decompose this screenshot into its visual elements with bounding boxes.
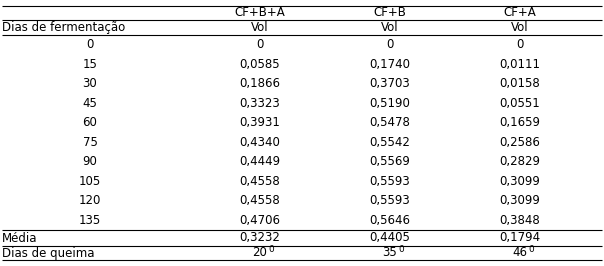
Text: 0,2586: 0,2586 bbox=[500, 136, 541, 149]
Text: 0: 0 bbox=[398, 244, 403, 253]
Text: 0,3848: 0,3848 bbox=[500, 214, 541, 227]
Text: 0,4706: 0,4706 bbox=[240, 214, 280, 227]
Text: 0,4449: 0,4449 bbox=[239, 155, 281, 168]
Text: 0,4340: 0,4340 bbox=[240, 136, 280, 149]
Text: 0,0158: 0,0158 bbox=[500, 77, 541, 90]
Text: 75: 75 bbox=[83, 136, 97, 149]
Text: 35: 35 bbox=[382, 247, 397, 260]
Text: 135: 135 bbox=[79, 214, 101, 227]
Text: 0,5646: 0,5646 bbox=[370, 214, 411, 227]
Text: 0: 0 bbox=[516, 38, 524, 51]
Text: 0,5569: 0,5569 bbox=[370, 155, 411, 168]
Text: 0,0585: 0,0585 bbox=[240, 58, 280, 71]
Text: 0,1740: 0,1740 bbox=[370, 58, 411, 71]
Text: 0,1866: 0,1866 bbox=[240, 77, 280, 90]
Text: 0,3703: 0,3703 bbox=[370, 77, 410, 90]
Text: 0: 0 bbox=[268, 244, 274, 253]
Text: 45: 45 bbox=[83, 97, 97, 110]
Text: 0,3931: 0,3931 bbox=[240, 116, 280, 129]
Text: 15: 15 bbox=[83, 58, 97, 71]
Text: Dias de queima: Dias de queima bbox=[2, 247, 94, 260]
Text: 105: 105 bbox=[79, 175, 101, 188]
Text: CF+A: CF+A bbox=[504, 6, 536, 19]
Text: 0,3323: 0,3323 bbox=[240, 97, 280, 110]
Text: 0,3099: 0,3099 bbox=[500, 175, 541, 188]
Text: 0: 0 bbox=[387, 38, 394, 51]
Text: 0: 0 bbox=[256, 38, 264, 51]
Text: 0: 0 bbox=[86, 38, 94, 51]
Text: 0,3232: 0,3232 bbox=[240, 231, 280, 244]
Text: 0,4558: 0,4558 bbox=[240, 194, 280, 207]
Text: Média: Média bbox=[2, 231, 37, 244]
Text: 0,4558: 0,4558 bbox=[240, 175, 280, 188]
Text: 46: 46 bbox=[513, 247, 527, 260]
Text: 0: 0 bbox=[528, 244, 533, 253]
Text: 0,5593: 0,5593 bbox=[370, 194, 410, 207]
Text: 0,5542: 0,5542 bbox=[370, 136, 411, 149]
Text: 0,5190: 0,5190 bbox=[370, 97, 411, 110]
Text: 60: 60 bbox=[83, 116, 97, 129]
Text: Vol: Vol bbox=[251, 21, 269, 34]
Text: Dias de fermentação: Dias de fermentação bbox=[2, 21, 125, 34]
Text: 0,1659: 0,1659 bbox=[500, 116, 541, 129]
Text: 20: 20 bbox=[252, 247, 268, 260]
Text: 0,0111: 0,0111 bbox=[500, 58, 541, 71]
Text: Vol: Vol bbox=[511, 21, 529, 34]
Text: 0,5478: 0,5478 bbox=[370, 116, 411, 129]
Text: 0,4405: 0,4405 bbox=[370, 231, 411, 244]
Text: 30: 30 bbox=[83, 77, 97, 90]
Text: 0,2829: 0,2829 bbox=[500, 155, 541, 168]
Text: 0,3099: 0,3099 bbox=[500, 194, 541, 207]
Text: 120: 120 bbox=[79, 194, 101, 207]
Text: CF+B+A: CF+B+A bbox=[234, 6, 285, 19]
Text: CF+B: CF+B bbox=[373, 6, 406, 19]
Text: 90: 90 bbox=[83, 155, 97, 168]
Text: 0,1794: 0,1794 bbox=[500, 231, 541, 244]
Text: Vol: Vol bbox=[381, 21, 399, 34]
Text: 0,0551: 0,0551 bbox=[500, 97, 541, 110]
Text: 0,5593: 0,5593 bbox=[370, 175, 410, 188]
